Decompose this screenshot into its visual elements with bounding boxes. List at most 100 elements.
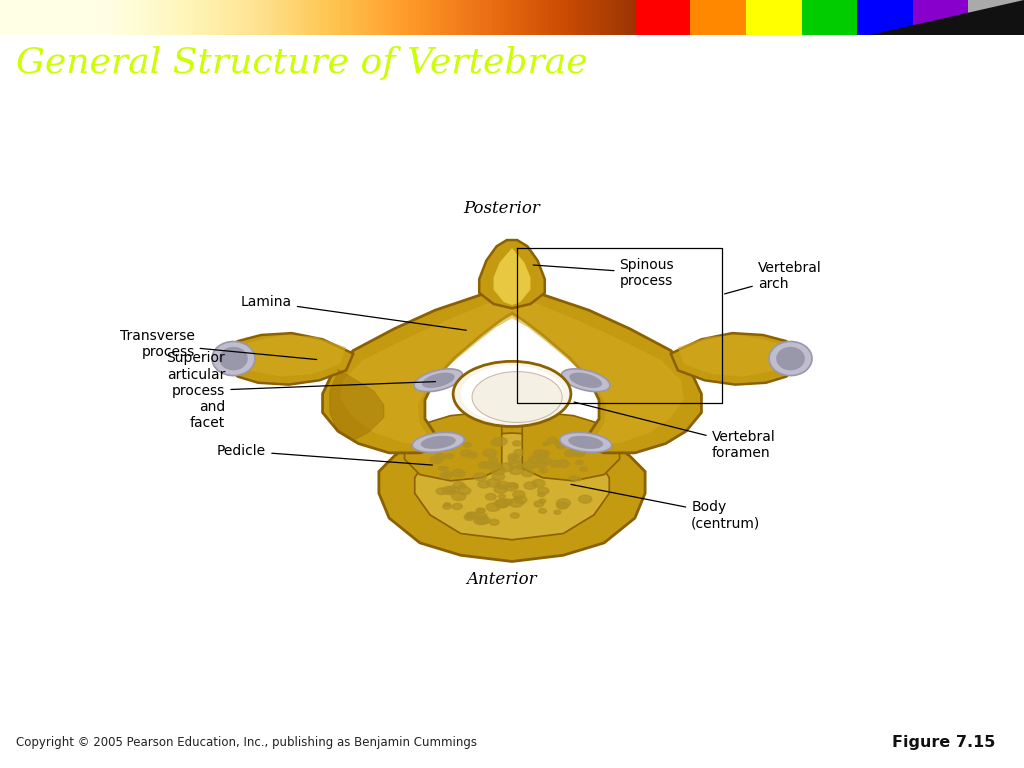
Circle shape [463, 442, 471, 447]
Circle shape [464, 514, 474, 521]
Circle shape [436, 488, 447, 495]
Circle shape [477, 513, 487, 518]
Polygon shape [227, 333, 353, 385]
Circle shape [453, 503, 463, 509]
Circle shape [535, 451, 549, 459]
Circle shape [534, 450, 547, 458]
Ellipse shape [568, 435, 603, 449]
Circle shape [509, 498, 523, 507]
Polygon shape [415, 433, 609, 540]
Text: Lamina: Lamina [241, 295, 466, 330]
Circle shape [523, 461, 537, 469]
Circle shape [577, 449, 586, 455]
Circle shape [543, 442, 549, 446]
Circle shape [514, 449, 524, 455]
Circle shape [434, 453, 445, 460]
Circle shape [541, 458, 552, 465]
Circle shape [476, 516, 489, 525]
Circle shape [483, 449, 497, 457]
Circle shape [485, 494, 497, 500]
Text: Spinous
process: Spinous process [534, 258, 674, 288]
Circle shape [516, 464, 524, 469]
Circle shape [574, 451, 585, 457]
Polygon shape [340, 296, 684, 445]
Circle shape [477, 508, 485, 513]
Polygon shape [494, 248, 530, 305]
Circle shape [575, 461, 584, 465]
Bar [690, 0, 746, 35]
Circle shape [445, 454, 454, 458]
Circle shape [510, 467, 522, 475]
Circle shape [430, 456, 442, 463]
Circle shape [538, 488, 549, 494]
Circle shape [495, 499, 508, 508]
Polygon shape [522, 412, 620, 481]
Circle shape [574, 477, 581, 481]
Circle shape [540, 468, 548, 473]
Circle shape [442, 504, 452, 509]
Polygon shape [323, 286, 701, 453]
Polygon shape [479, 240, 545, 308]
Circle shape [496, 499, 510, 508]
Polygon shape [671, 333, 797, 385]
Circle shape [508, 454, 518, 460]
Circle shape [488, 457, 498, 462]
Ellipse shape [414, 369, 463, 392]
Text: Transverse
process: Transverse process [120, 329, 316, 359]
Ellipse shape [769, 342, 812, 376]
Circle shape [467, 512, 474, 518]
Circle shape [538, 492, 545, 497]
Polygon shape [678, 335, 786, 376]
Circle shape [442, 486, 456, 495]
Circle shape [542, 451, 549, 455]
Text: Anterior: Anterior [467, 571, 537, 588]
Circle shape [499, 495, 505, 498]
Circle shape [528, 456, 541, 464]
Ellipse shape [569, 372, 602, 388]
Text: Superior
articular
process
and
facet: Superior articular process and facet [167, 352, 435, 430]
Circle shape [456, 469, 462, 473]
Circle shape [509, 483, 518, 488]
Circle shape [460, 484, 466, 488]
Text: Vertebral
arch: Vertebral arch [725, 261, 821, 294]
Circle shape [486, 478, 500, 487]
Circle shape [557, 502, 568, 509]
Circle shape [579, 495, 592, 503]
Circle shape [548, 437, 558, 444]
Circle shape [524, 482, 537, 489]
Ellipse shape [472, 372, 562, 422]
Circle shape [440, 472, 451, 478]
Circle shape [460, 450, 472, 457]
Circle shape [447, 487, 456, 492]
Circle shape [580, 467, 588, 472]
Circle shape [510, 513, 519, 518]
Circle shape [493, 472, 505, 480]
Circle shape [555, 440, 567, 447]
Circle shape [569, 475, 577, 480]
Circle shape [446, 486, 459, 494]
Ellipse shape [413, 432, 464, 452]
Polygon shape [238, 335, 346, 376]
Circle shape [513, 491, 525, 498]
Bar [969, 0, 1024, 35]
Polygon shape [404, 412, 502, 481]
Circle shape [534, 501, 544, 507]
Text: Body
(centrum): Body (centrum) [571, 485, 761, 530]
Text: Figure 7.15: Figure 7.15 [892, 734, 995, 750]
Circle shape [513, 441, 521, 446]
Circle shape [466, 512, 477, 518]
Bar [635, 0, 690, 35]
Ellipse shape [421, 435, 456, 449]
Circle shape [444, 503, 451, 506]
Circle shape [492, 462, 499, 466]
Circle shape [571, 448, 585, 455]
Circle shape [495, 485, 508, 493]
Circle shape [474, 473, 486, 481]
Circle shape [502, 499, 512, 505]
Text: Vertebral
foramen: Vertebral foramen [574, 402, 775, 460]
Text: Posterior: Posterior [463, 200, 541, 217]
Circle shape [499, 463, 513, 472]
Circle shape [492, 466, 505, 475]
Circle shape [550, 460, 561, 467]
Circle shape [484, 462, 496, 469]
